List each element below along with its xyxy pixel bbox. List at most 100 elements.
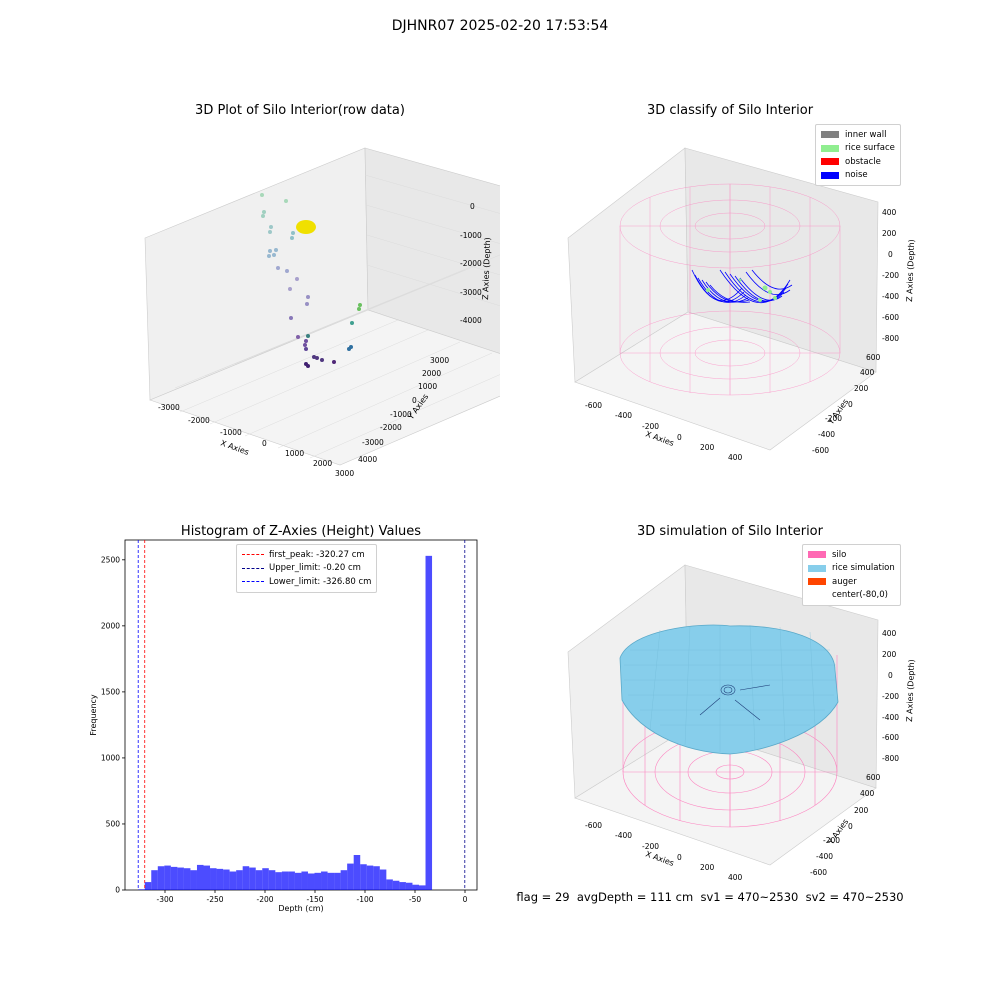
histogram-bar — [360, 864, 367, 890]
simulation-z-label: Z Axies (Depth) — [905, 659, 916, 722]
z-tick: -1000 — [460, 231, 482, 240]
legend-entry: obstacle — [821, 155, 895, 169]
legend-entry: silo — [808, 548, 895, 562]
histogram-bar — [399, 882, 406, 890]
histogram-bar — [249, 867, 256, 890]
scatter-point — [303, 343, 307, 347]
raw-scatter-points — [260, 193, 362, 368]
scatter-point — [306, 364, 310, 368]
histogram-bar — [412, 884, 419, 890]
z-tick: 400 — [882, 629, 897, 638]
simulation-auger-marks — [699, 684, 771, 721]
x-tick-label: -100 — [356, 895, 373, 904]
z-tick: 0 — [888, 250, 893, 259]
scatter-point — [350, 321, 354, 325]
scatter-point — [291, 231, 295, 235]
scatter-point — [296, 335, 300, 339]
histogram-bar — [223, 869, 230, 890]
simulation-rice-surface — [619, 624, 839, 755]
simulation-plot-title: 3D simulation of Silo Interior — [637, 524, 823, 539]
histogram-bar — [405, 882, 413, 890]
histogram-chart: -300 -250 -200 -150 -100 -50 0 0 500 1000 1500 200… — [89, 539, 478, 913]
legend-entry: rice simulation — [808, 562, 895, 576]
simulation-x-label: X Axies — [644, 849, 675, 868]
histogram-bar — [144, 882, 152, 890]
histogram-bar — [294, 872, 302, 890]
y-tick: 0 — [848, 822, 853, 831]
histogram-bar — [203, 865, 211, 890]
histogram-bar — [255, 870, 263, 890]
x-tick-label: -300 — [156, 895, 173, 904]
scatter-point — [285, 269, 289, 273]
simulation-mesh-lines — [624, 624, 836, 752]
scatter-point — [272, 253, 276, 257]
legend-swatch — [821, 144, 839, 152]
scatter-point — [305, 302, 309, 306]
scatter-point-cluster — [296, 220, 316, 234]
scatter-point — [269, 225, 273, 229]
legend-swatch — [808, 564, 826, 572]
classify-z-tick-labels: 400 200 0 -200 -400 -600 -800 — [882, 208, 899, 343]
y-tick: -200 — [823, 836, 840, 845]
scatter-point — [261, 214, 265, 218]
raw-x-label: X Axies — [219, 438, 250, 457]
z-tick: -4000 — [460, 316, 482, 325]
scatter-point — [304, 347, 308, 351]
y-tick-label: 1000 — [101, 753, 120, 762]
legend-line — [242, 581, 264, 583]
histogram-bar — [236, 870, 243, 890]
simulation-x-tick-labels: -600 -400 -200 0 200 400 — [585, 821, 743, 882]
simulation-y-tick-labels: -600 -400 -200 0 200 400 600 — [810, 773, 881, 877]
histogram-bar — [392, 880, 400, 890]
scatter-point — [268, 230, 272, 234]
x-tick: -600 — [585, 401, 602, 410]
y-tick: -400 — [816, 852, 833, 861]
y-tick: -400 — [818, 430, 835, 439]
x-tick: -600 — [585, 821, 602, 830]
histogram-bar — [340, 870, 348, 890]
y-tick: -200 — [825, 414, 842, 423]
legend-swatch — [821, 131, 839, 139]
x-tick: 400 — [728, 453, 743, 462]
scatter-point — [357, 307, 361, 311]
histogram-y-label: Frequency — [89, 694, 98, 736]
histogram-bar — [183, 868, 191, 890]
scatter-point — [306, 334, 310, 338]
x-tick-label: -50 — [409, 895, 421, 904]
classify-rice-surface-points — [706, 278, 777, 302]
y-tick: 200 — [854, 806, 869, 815]
legend-swatch — [808, 578, 826, 586]
histogram-bar — [386, 879, 393, 890]
histogram-bar — [327, 872, 335, 890]
scatter-point — [306, 295, 310, 299]
scatter-point — [268, 249, 272, 253]
histogram-bar — [157, 866, 165, 890]
scatter-point — [295, 277, 299, 281]
y-tick: -600 — [810, 868, 827, 877]
y-tick-label: 0 — [115, 886, 120, 895]
y-tick-label: 1500 — [101, 687, 120, 696]
z-tick: -2000 — [460, 259, 482, 268]
x-tick: -3000 — [158, 403, 180, 412]
legend-line — [242, 554, 264, 556]
scatter-point — [267, 254, 271, 258]
classify-plot-title: 3D classify of Silo Interior — [646, 103, 814, 118]
histogram-plot-area — [124, 539, 478, 891]
z-tick: -200 — [882, 271, 899, 280]
histogram-bar — [151, 870, 158, 890]
x-tick: -400 — [615, 831, 632, 840]
scatter-point — [304, 339, 308, 343]
raw-3d-plot: -3000 -2000 -1000 0 1000 2000 3000 4000 … — [144, 147, 500, 478]
y-tick: 3000 — [430, 356, 449, 365]
z-tick: -800 — [882, 754, 899, 763]
z-tick: 0 — [888, 671, 893, 680]
legend-entry: auger — [808, 575, 895, 589]
histogram-bar — [268, 870, 276, 890]
classify-legend: inner wall rice surface obstacle noise — [815, 124, 901, 186]
scatter-point — [262, 210, 266, 214]
histogram-bar — [418, 885, 426, 890]
y-tick-label: 500 — [106, 819, 121, 828]
classify-silo-wireframe — [619, 183, 841, 396]
histogram-bar — [425, 555, 433, 890]
raw-plot-title: 3D Plot of Silo Interior(row data) — [195, 103, 405, 118]
